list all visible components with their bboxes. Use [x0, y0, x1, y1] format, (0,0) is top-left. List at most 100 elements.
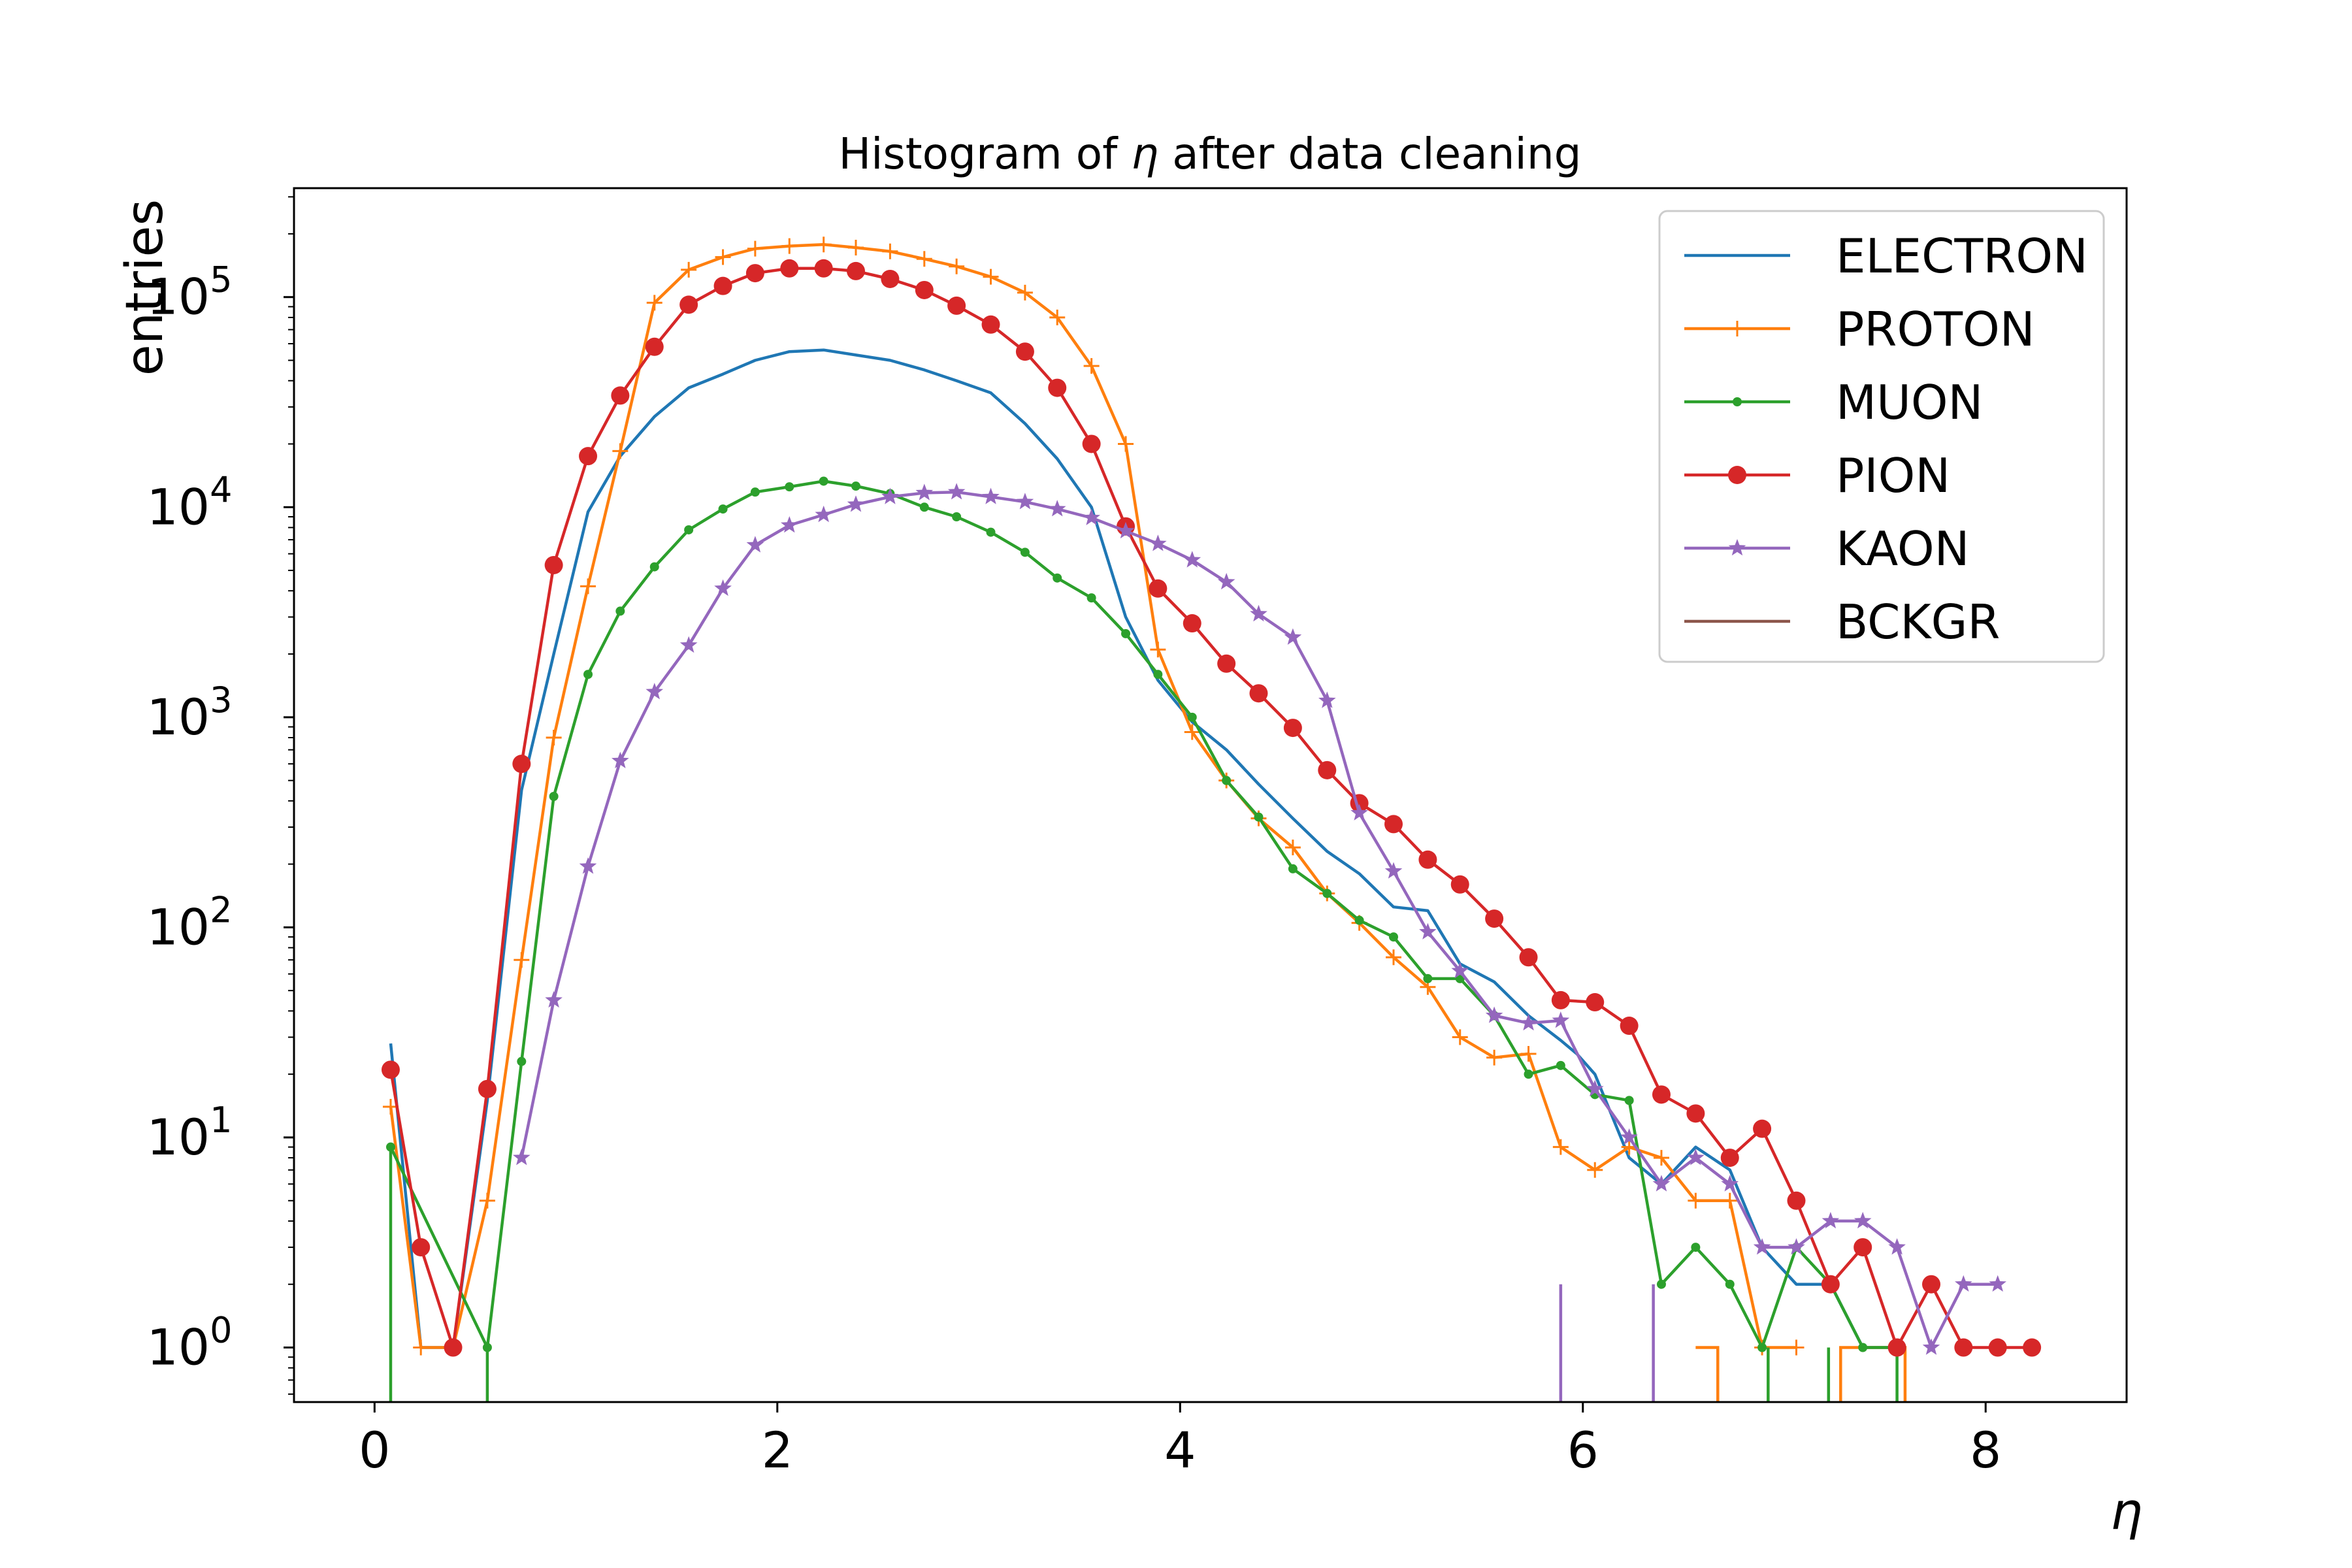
data-point [1485, 1006, 1503, 1023]
legend-label: BCKGR [1836, 595, 2000, 649]
data-point [1322, 889, 1332, 898]
data-point [645, 337, 664, 356]
data-point [1150, 642, 1166, 658]
data-point [851, 482, 860, 491]
legend-label: PROTON [1836, 302, 2035, 357]
data-point [1048, 500, 1066, 517]
x-tick-label: 4 [1164, 1421, 1196, 1479]
y-tick-exponent: 3 [210, 679, 232, 721]
y-tick-label: 104 [146, 469, 232, 536]
data-point [1688, 1192, 1704, 1209]
data-point [1757, 1343, 1767, 1352]
data-point [1858, 1343, 1868, 1352]
data-point [1053, 573, 1062, 583]
data-point [1821, 1211, 1840, 1229]
data-point [579, 447, 598, 466]
data-point [1423, 973, 1433, 983]
data-point [919, 502, 929, 512]
series-line [389, 480, 1897, 1349]
data-point [1354, 915, 1364, 925]
data-point [1121, 629, 1131, 638]
data-point [1722, 1192, 1738, 1209]
data-point [781, 238, 798, 254]
data-point [1586, 993, 1605, 1012]
y-tick-base: 10 [146, 268, 210, 326]
data-point [718, 504, 728, 514]
x-tick-label: 6 [1567, 1421, 1599, 1479]
data-point [1524, 1070, 1533, 1079]
data-point [1753, 1238, 1771, 1255]
data-point [745, 264, 764, 283]
data-point [1788, 1339, 1805, 1356]
data-point [915, 483, 934, 500]
data-point [1519, 948, 1538, 967]
data-point [1788, 1238, 1805, 1255]
data-point [1183, 551, 1201, 568]
data-point [815, 237, 832, 253]
chart-title-prefix: Histogram of [838, 129, 1131, 179]
legend-label: PION [1836, 448, 1950, 503]
data-point [847, 495, 865, 512]
x-axis-label: η [2110, 1482, 2142, 1541]
data-point [1318, 691, 1336, 708]
data-point [1652, 1175, 1671, 1192]
data-point [580, 578, 596, 595]
data-point [1954, 1338, 1973, 1357]
series-drop [389, 1147, 1899, 1402]
data-point [1721, 1175, 1739, 1192]
data-point [1620, 1128, 1638, 1145]
y-tick-exponent: 4 [210, 469, 232, 510]
data-point [513, 1149, 531, 1166]
data-point [952, 512, 962, 522]
data-point [1017, 284, 1033, 301]
data-point [479, 1192, 495, 1209]
data-point [1728, 466, 1746, 484]
data-point [915, 280, 934, 299]
data-point [1652, 1085, 1671, 1104]
chart-title-symbol: η [1131, 129, 1158, 179]
data-point [512, 755, 531, 774]
data-point [1989, 1275, 2006, 1292]
data-point [847, 239, 864, 255]
data-point [1318, 760, 1337, 779]
data-point [1384, 815, 1403, 834]
data-point [1988, 1338, 2007, 1357]
y-tick-exponent: 2 [210, 889, 232, 930]
data-point [413, 1339, 429, 1356]
data-point [1821, 1275, 1840, 1294]
x-tick-label: 0 [359, 1421, 390, 1479]
data-point [750, 487, 760, 497]
data-point [815, 505, 832, 523]
data-point [1451, 962, 1469, 979]
data-point [1656, 1279, 1666, 1289]
data-point [645, 683, 664, 700]
data-point [1955, 1275, 1972, 1292]
data-point [1552, 1139, 1569, 1155]
data-point [1149, 579, 1168, 598]
data-point [1016, 493, 1034, 510]
y-tick-label: 103 [146, 679, 232, 746]
data-point [986, 527, 996, 537]
chart-title-suffix: after data cleaning [1158, 129, 1581, 179]
legend-item-muon: MUON [1684, 375, 1983, 430]
y-tick-base: 10 [146, 898, 210, 956]
data-point [649, 562, 659, 572]
data-point [1149, 534, 1167, 551]
data-point [1389, 932, 1398, 942]
data-point [1183, 614, 1201, 633]
data-point [579, 857, 597, 874]
data-point [1187, 712, 1197, 722]
data-point [780, 259, 799, 278]
data-point [1922, 1338, 1940, 1355]
y-tick-label: 105 [146, 259, 232, 326]
data-point [785, 482, 794, 492]
x-axis-ticks: 0 2 4 6 8 [359, 1402, 2001, 1479]
y-tick-exponent: 0 [210, 1310, 232, 1351]
legend-item-kaon: KAON [1684, 521, 1969, 576]
data-point [1450, 875, 1469, 894]
data-point [881, 269, 900, 288]
data-point [1520, 1046, 1537, 1062]
data-point [1687, 1149, 1705, 1166]
data-point [482, 1343, 492, 1352]
